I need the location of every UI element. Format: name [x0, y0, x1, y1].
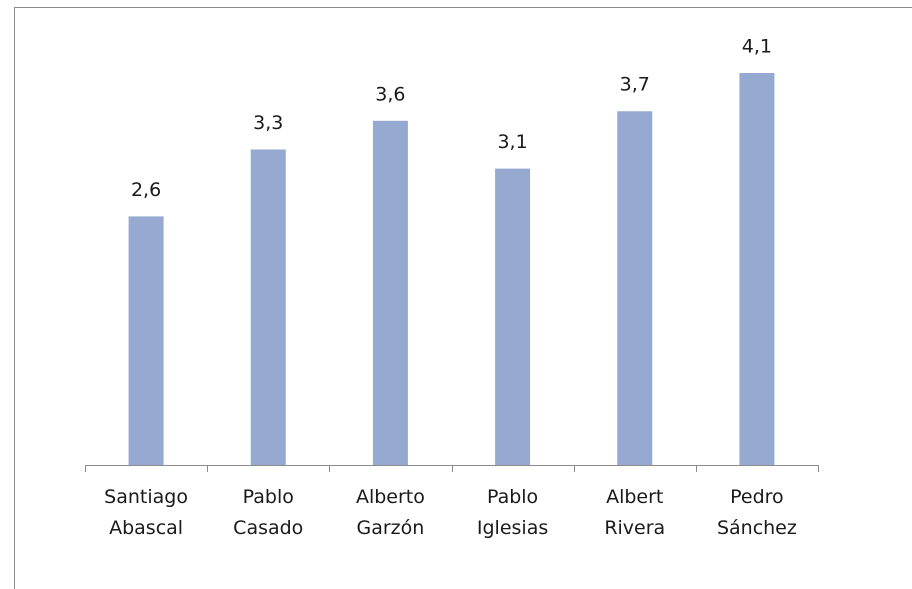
data-label: 2,6: [131, 179, 161, 201]
x-tick-label: Albert Rivera: [604, 486, 665, 539]
x-tick-label: Alberto Garzón: [356, 486, 425, 539]
bar: [617, 111, 653, 466]
x-tick-label: Pedro Sánchez: [717, 486, 797, 539]
data-label: 3,7: [620, 74, 650, 96]
x-tick-label: Pablo Iglesias: [477, 486, 548, 539]
bar: [739, 73, 775, 465]
x-tick-label: Pablo Casado: [233, 486, 303, 539]
data-label: 3,3: [253, 112, 283, 134]
bar: [372, 120, 408, 466]
bar: [128, 216, 164, 465]
data-label: 3,1: [497, 131, 527, 153]
bar: [250, 149, 286, 466]
data-label: 3,6: [375, 83, 405, 105]
data-label: 4,1: [742, 36, 772, 58]
bar: [495, 168, 531, 466]
x-tick-label: Santiago Abascal: [104, 486, 188, 539]
chart-frame: [14, 7, 912, 589]
